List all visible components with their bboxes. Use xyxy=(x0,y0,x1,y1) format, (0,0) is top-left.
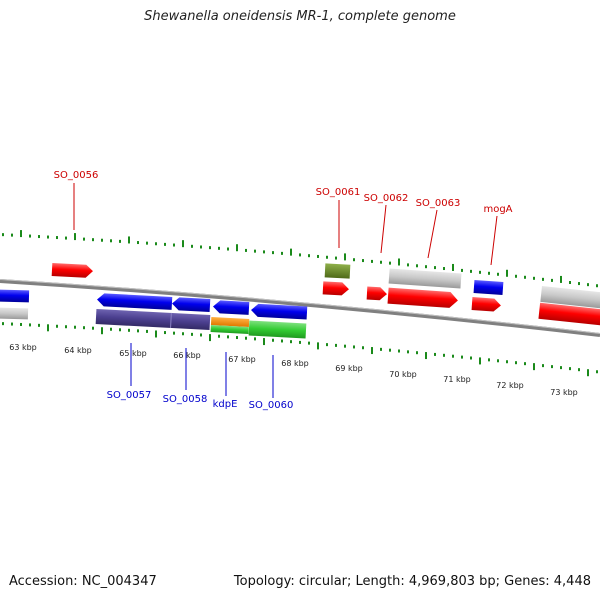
inner-tick-track xyxy=(2,322,598,377)
cds-moga[interactable] xyxy=(471,297,502,312)
cds-so-0056[interactable] xyxy=(51,262,94,278)
accession-text: Accession: NC_004347 xyxy=(9,574,157,589)
label-so-0056[interactable]: SO_0056 xyxy=(54,170,99,181)
feature-moga-blue[interactable] xyxy=(473,280,504,296)
map-title: Shewanella oneidensis MR-1, complete gen… xyxy=(144,9,456,24)
leader-so-0063 xyxy=(427,209,438,259)
axis-label: 67 kbp xyxy=(228,355,256,364)
label-so-0058[interactable]: SO_0058 xyxy=(163,394,208,405)
gene-so-0063[interactable] xyxy=(388,268,462,289)
axis-label: 73 kbp xyxy=(550,388,578,397)
axis-label: 64 kbp xyxy=(64,346,92,355)
label-so-0063[interactable]: SO_0063 xyxy=(416,198,461,209)
topology-text: Topology: circular; Length: 4,969,803 bp… xyxy=(233,574,591,589)
axis-label: 72 kbp xyxy=(496,381,524,390)
label-kdpe[interactable]: kdpE xyxy=(213,399,238,410)
outer-tick-track xyxy=(2,230,598,288)
feature-so-0061-olive[interactable] xyxy=(324,263,351,279)
axis-label: 68 kbp xyxy=(281,359,309,368)
label-so-0057[interactable]: SO_0057 xyxy=(107,390,152,401)
cds-so-0061[interactable] xyxy=(322,281,350,296)
feature-left-edge-blue[interactable] xyxy=(0,289,30,303)
label-so-0061[interactable]: SO_0061 xyxy=(316,187,361,198)
axis-label: 63 kbp xyxy=(9,343,37,352)
leader-moga xyxy=(490,215,498,266)
leader-so-0062 xyxy=(380,204,387,254)
gene-so-0057-so-0058[interactable] xyxy=(95,309,211,330)
label-moga[interactable]: mogA xyxy=(483,204,512,215)
gene-kdpe[interactable] xyxy=(210,317,250,334)
axis-label: 69 kbp xyxy=(335,364,363,373)
label-so-0060[interactable]: SO_0060 xyxy=(249,400,294,411)
kbp-axis: 63 kbp 64 kbp 65 kbp 66 kbp 67 kbp 68 kb… xyxy=(9,343,578,397)
label-so-0062[interactable]: SO_0062 xyxy=(364,193,409,204)
genome-backbone xyxy=(0,279,600,337)
cds-so-0063[interactable] xyxy=(387,287,459,309)
feature-right-edge-red[interactable] xyxy=(538,302,600,327)
axis-label: 65 kbp xyxy=(119,349,147,358)
feature-right-edge-gray[interactable] xyxy=(540,286,600,310)
cds-so-0060[interactable] xyxy=(251,303,308,320)
genome-backbone-highlight xyxy=(0,279,600,334)
feature-left-edge-gray[interactable] xyxy=(0,307,29,320)
cds-so-0062[interactable] xyxy=(366,286,388,301)
axis-label: 70 kbp xyxy=(389,370,417,379)
gene-so-0060[interactable] xyxy=(248,320,307,339)
cds-so-0057[interactable] xyxy=(97,293,173,310)
axis-label: 71 kbp xyxy=(443,375,471,384)
cds-kdpe[interactable] xyxy=(212,300,250,315)
axis-label: 66 kbp xyxy=(173,351,201,360)
cds-so-0058[interactable] xyxy=(171,297,211,312)
